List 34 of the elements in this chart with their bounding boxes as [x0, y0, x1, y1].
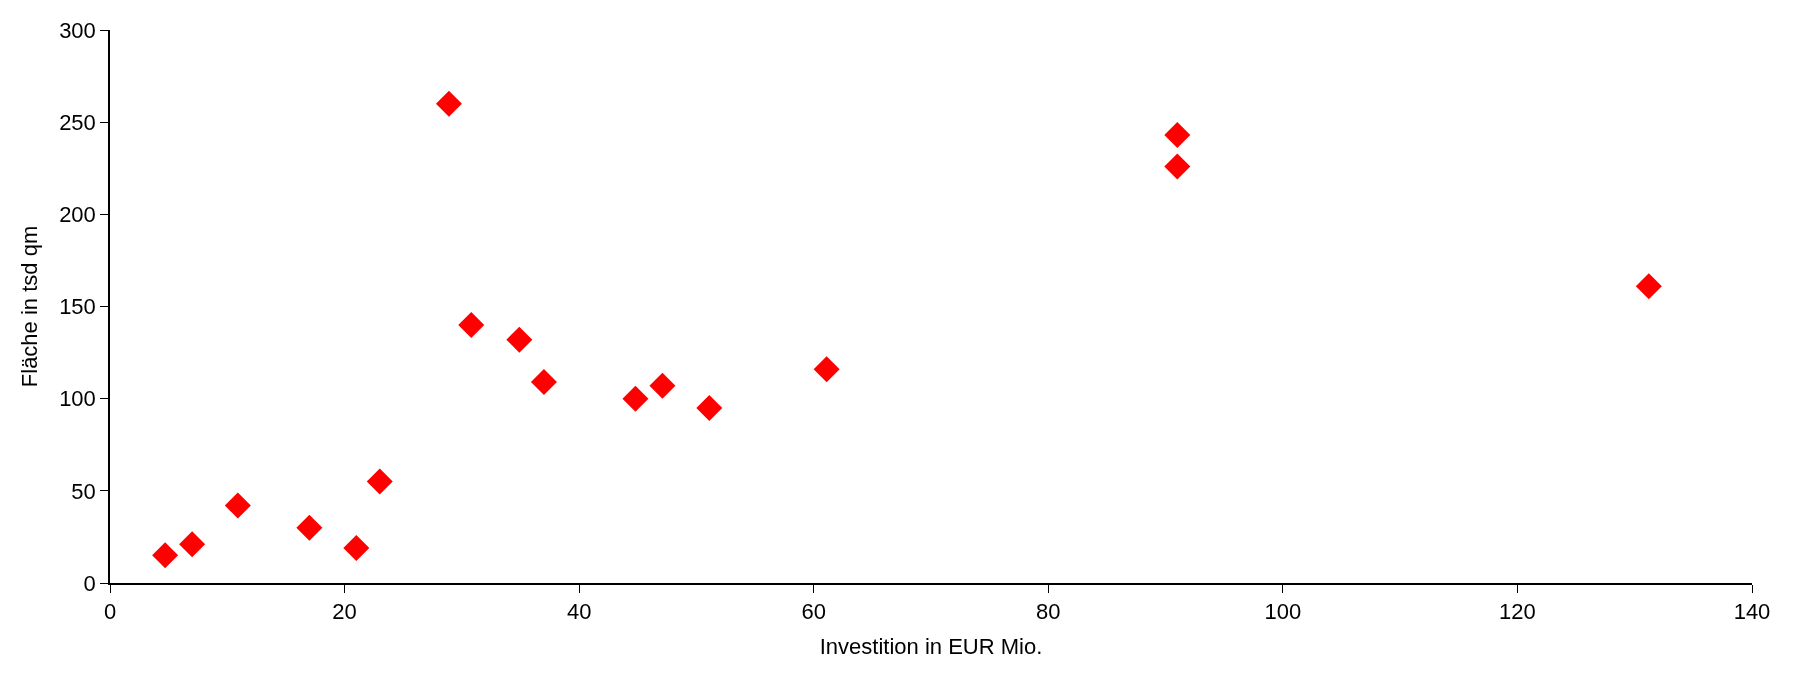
point	[622, 385, 649, 412]
x-tick-label: 0	[103, 599, 117, 625]
x-tick-label: 100	[1264, 599, 1302, 625]
point	[152, 542, 179, 569]
point	[813, 356, 840, 383]
point	[366, 468, 393, 495]
x-tick-label: 120	[1499, 599, 1536, 625]
point	[296, 514, 323, 541]
point	[343, 534, 370, 561]
y-axis-title: Fläche in tsd qm	[17, 225, 43, 388]
point	[435, 90, 462, 117]
x-tick-label: 80	[1036, 599, 1061, 625]
y-tick-label: 300	[59, 17, 96, 43]
x-tick-label: 60	[801, 599, 826, 625]
y-tick-label: 150	[59, 294, 96, 320]
point	[1635, 273, 1662, 300]
point	[1164, 122, 1191, 149]
point	[649, 372, 676, 399]
point	[506, 326, 533, 353]
point	[696, 394, 723, 421]
y-tick-label: 50	[71, 478, 96, 504]
x-axis-title: Investition in EUR Mio.	[819, 633, 1043, 659]
point	[458, 311, 485, 338]
y-tick-label: 0	[83, 570, 96, 596]
y-tick-label: 100	[59, 386, 96, 412]
point	[224, 492, 251, 519]
point	[530, 369, 557, 396]
y-tick-label: 200	[59, 202, 96, 228]
x-tick-label: 140	[1733, 599, 1771, 625]
point	[179, 531, 206, 558]
x-tick-label: 20	[332, 599, 357, 625]
y-tick-label: 250	[59, 109, 96, 135]
point	[1164, 153, 1191, 180]
x-tick-label: 40	[566, 599, 592, 625]
